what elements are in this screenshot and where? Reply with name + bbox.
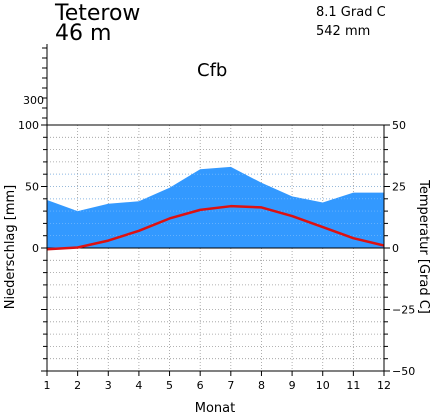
station-elevation: 46 m (55, 21, 111, 46)
x-tick-label: 9 (289, 379, 296, 392)
grid-overlay-layer (47, 173, 384, 249)
left-tick-label: 100 (18, 119, 39, 132)
left-axis-title: Niederschlag [mm] (3, 185, 18, 310)
right-tick-label: 50 (392, 119, 406, 132)
right-tick-label: 0 (392, 242, 399, 255)
left-tick-label-300: 300 (23, 94, 44, 107)
annual-precipitation: 542 mm (316, 24, 370, 39)
x-tick-label: 1 (44, 379, 51, 392)
x-tick-label: 7 (227, 379, 234, 392)
station-name: Teterow (54, 1, 140, 26)
x-tick-label: 5 (166, 379, 173, 392)
right-tick-label: 25 (392, 181, 406, 194)
climate-class: Cfb (197, 60, 227, 81)
right-tick-label: −50 (392, 365, 415, 378)
x-tick-label: 11 (346, 379, 360, 392)
x-tick-label: 12 (377, 379, 391, 392)
temperature-line (46, 204, 385, 251)
left-tick-label: 0 (32, 242, 39, 255)
x-tick-label: 2 (74, 379, 81, 392)
mean-temperature: 8.1 Grad C (316, 5, 386, 20)
x-tick-label: 10 (316, 379, 330, 392)
x-tick-label: 4 (135, 379, 142, 392)
x-tick-label: 3 (105, 379, 112, 392)
x-axis-title: Monat (195, 401, 235, 415)
left-tick-label: 50 (25, 181, 39, 194)
right-tick-label: −25 (392, 304, 415, 317)
x-tick-label: 8 (258, 379, 265, 392)
x-tick-label: 6 (197, 379, 204, 392)
right-axis-title: Temperatur [Grad C] (416, 179, 431, 314)
